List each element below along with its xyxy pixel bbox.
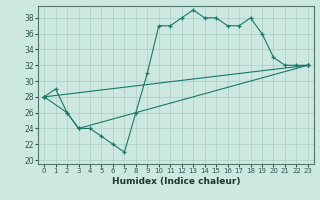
- X-axis label: Humidex (Indice chaleur): Humidex (Indice chaleur): [112, 177, 240, 186]
